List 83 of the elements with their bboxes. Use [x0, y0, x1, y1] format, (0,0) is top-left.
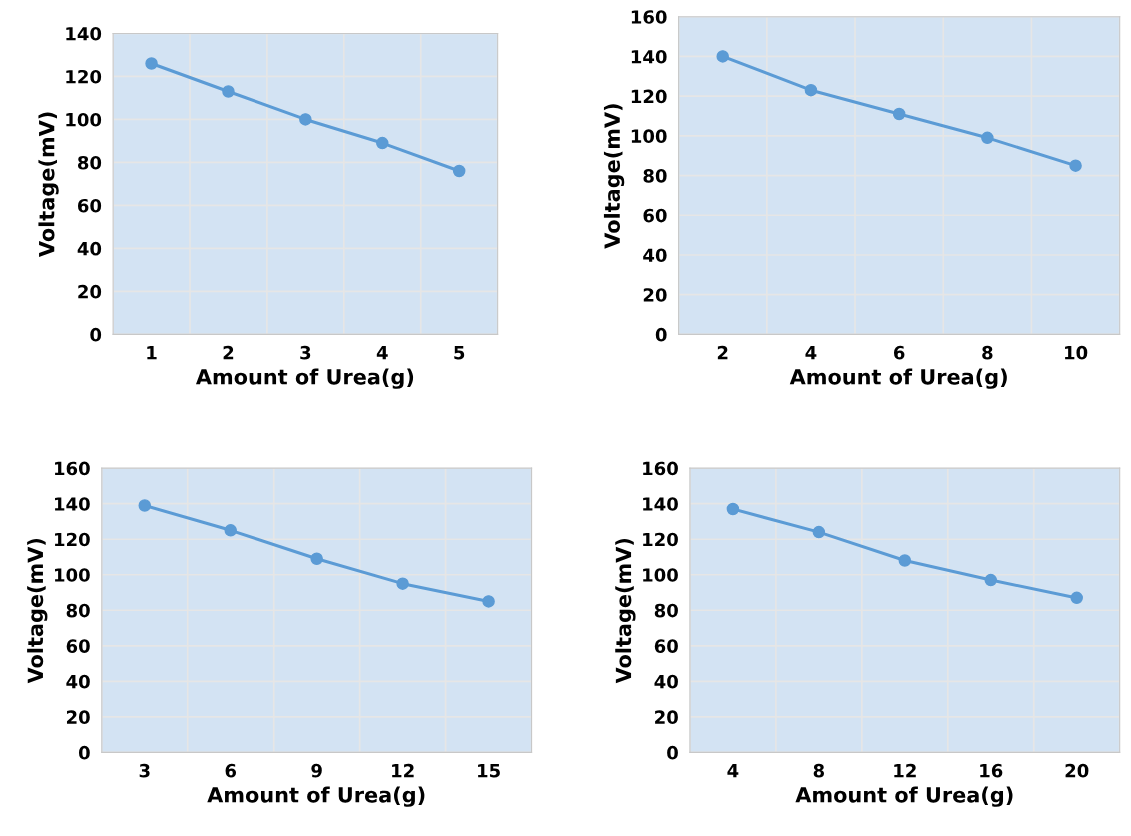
point — [726, 502, 740, 516]
x-tick-label: 4 — [376, 346, 388, 360]
point — [804, 83, 818, 97]
point — [222, 85, 235, 98]
x-tick-label: 12 — [894, 763, 916, 778]
y-tick-label: 80 — [77, 155, 102, 170]
y-tick-label: 20 — [643, 288, 667, 302]
y-tick-label: 140 — [66, 26, 102, 41]
y-tick-label: 60 — [66, 639, 90, 653]
x-tick-label: 1 — [147, 346, 157, 360]
x-tick-label: 5 — [454, 346, 465, 360]
y-tick-label: 60 — [654, 639, 678, 653]
y-tick-label: 80 — [654, 603, 678, 618]
y-tick-label: 140 — [643, 497, 678, 511]
y-tick-label: 40 — [77, 241, 102, 256]
x-tick-label: 4 — [805, 346, 817, 360]
point — [984, 573, 998, 587]
y-tick-label: 60 — [643, 208, 667, 223]
x-tick-label: 2 — [223, 345, 234, 360]
x-tick-label: 12 — [392, 763, 414, 778]
point — [716, 50, 729, 63]
x-tick-label: 6 — [225, 763, 237, 778]
point — [812, 525, 826, 539]
y-tick-label: 40 — [66, 674, 90, 689]
y-tick-label: 60 — [77, 198, 102, 213]
x-tick-label: 20 — [1065, 763, 1089, 778]
x-axis-title: Amount of Urea(g) — [789, 368, 1007, 389]
x-axis-title: Amount of Urea(g) — [795, 786, 1013, 807]
x-tick-label: 6 — [893, 345, 905, 360]
y-tick-label: 0 — [90, 327, 102, 342]
point — [452, 164, 466, 178]
y-tick-label: 100 — [55, 568, 90, 582]
x-axis-title: Amount of Urea(g) — [207, 786, 425, 807]
y-tick-label: 0 — [655, 327, 667, 342]
y-tick-label: 100 — [643, 568, 678, 582]
point — [981, 131, 994, 145]
x-tick-label: 3 — [300, 345, 311, 360]
y-tick-label: 20 — [66, 710, 90, 724]
y-tick-label: 20 — [78, 284, 102, 299]
y-tick-label: 160 — [55, 461, 90, 476]
point — [299, 113, 312, 126]
y-tick-label: 140 — [55, 497, 90, 511]
y-tick-label: 40 — [643, 248, 667, 263]
point — [224, 524, 237, 537]
x-tick-label: 15 — [478, 764, 500, 778]
x-tick-label: 8 — [813, 763, 825, 778]
y-tick-label: 80 — [643, 169, 667, 183]
y-tick-label: 120 — [631, 89, 667, 104]
y-tick-label: 100 — [631, 129, 667, 143]
point — [145, 57, 158, 70]
y-tick-label: 160 — [631, 10, 667, 24]
y-axis-title: Voltage(mV) — [615, 538, 636, 684]
point — [138, 499, 152, 512]
point — [310, 552, 323, 566]
y-tick-label: 160 — [643, 461, 678, 476]
y-tick-label: 0 — [667, 745, 678, 760]
x-tick-label: 10 — [1065, 345, 1088, 360]
point — [1069, 159, 1082, 172]
x-tick-label: 8 — [982, 345, 993, 360]
x-axis-title: Amount of Urea(g) — [195, 368, 414, 389]
y-tick-label: 120 — [66, 69, 102, 84]
point — [396, 577, 409, 590]
point — [1070, 591, 1083, 605]
x-tick-label: 16 — [980, 763, 1003, 778]
y-tick-label: 100 — [66, 112, 102, 127]
point — [898, 554, 912, 567]
x-tick-label: 2 — [717, 345, 728, 360]
y-axis-title: Voltage(mV) — [603, 104, 625, 249]
y-tick-label: 0 — [78, 745, 90, 760]
y-tick-label: 120 — [55, 532, 90, 547]
x-tick-label: 9 — [311, 763, 322, 778]
y-tick-label: 20 — [655, 710, 678, 724]
y-tick-label: 80 — [66, 603, 90, 618]
point — [482, 595, 495, 608]
y-axis-title: Voltage(mV) — [38, 112, 59, 257]
y-axis-title: Voltage(mV) — [27, 538, 48, 684]
point — [376, 136, 389, 150]
y-tick-label: 120 — [643, 532, 678, 547]
y-tick-label: 40 — [654, 674, 678, 689]
point — [892, 107, 906, 121]
x-tick-label: 3 — [139, 763, 150, 778]
x-tick-label: 4 — [727, 764, 739, 778]
y-tick-label: 140 — [631, 49, 667, 64]
